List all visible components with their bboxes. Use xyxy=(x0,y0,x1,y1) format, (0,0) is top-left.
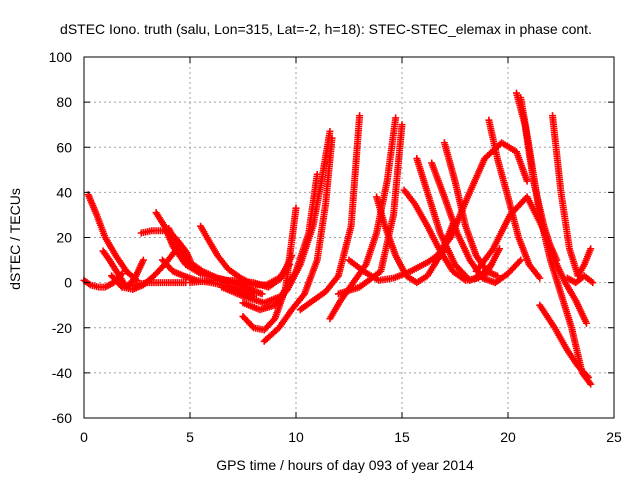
y-tick-label: 100 xyxy=(49,49,73,65)
series-31 xyxy=(563,272,597,287)
data-point xyxy=(585,373,593,381)
x-tick-label: 5 xyxy=(186,429,194,445)
y-tick-label: 40 xyxy=(56,184,72,200)
data-point xyxy=(523,177,531,185)
data-point xyxy=(587,245,595,253)
data-point xyxy=(582,319,590,327)
series-25 xyxy=(485,116,544,282)
data-point xyxy=(139,256,147,264)
data-point xyxy=(258,290,266,298)
y-tick-label: 60 xyxy=(56,139,72,155)
x-tick-label: 15 xyxy=(394,429,410,445)
data-point xyxy=(326,127,334,135)
data-point xyxy=(292,204,300,212)
series-22 xyxy=(428,159,525,287)
grid xyxy=(84,57,614,418)
series-14 xyxy=(260,134,336,345)
y-tick-label: 0 xyxy=(64,275,72,291)
data-point xyxy=(553,256,561,264)
x-axis-label: GPS time / hours of day 093 of year 2014 xyxy=(216,457,474,473)
data-point xyxy=(496,245,504,253)
data-point xyxy=(536,274,544,282)
y-tick-label: 20 xyxy=(56,230,72,246)
x-tick-label: 0 xyxy=(80,429,88,445)
data-point xyxy=(392,114,400,122)
x-tick-label: 25 xyxy=(606,429,622,445)
y-tick-label: -40 xyxy=(52,365,72,381)
series-15 xyxy=(296,112,364,314)
data-point xyxy=(589,279,597,287)
y-tick-label: -60 xyxy=(52,410,72,426)
data-point xyxy=(493,272,501,280)
axis-ticks: 0 5 10 15 20 25 -60 -40 -20 0 20 40 60 80 100 xyxy=(49,49,622,445)
data-point xyxy=(328,134,336,142)
y-tick-label: 80 xyxy=(56,94,72,110)
data-point xyxy=(515,258,523,266)
series-24 xyxy=(430,139,531,264)
data-point xyxy=(517,256,525,264)
series-16 xyxy=(326,114,400,323)
y-tick-label: -20 xyxy=(52,320,72,336)
series-30 xyxy=(472,193,561,275)
data-point xyxy=(398,121,406,129)
y-axis-label: dSTEC / TECUs xyxy=(7,188,23,290)
series-29 xyxy=(536,301,593,381)
series-8 xyxy=(165,224,266,298)
data-point xyxy=(356,112,364,120)
data-point xyxy=(587,380,595,388)
chart-title: dSTEC Iono. truth (salu, Lon=315, Lat=-2… xyxy=(60,21,592,37)
data-point xyxy=(583,372,591,380)
series-10 xyxy=(186,252,296,291)
series-4 xyxy=(118,279,190,291)
data-series xyxy=(80,89,597,388)
x-tick-label: 10 xyxy=(288,429,304,445)
x-tick-label: 20 xyxy=(500,429,516,445)
series-28 xyxy=(549,112,595,280)
